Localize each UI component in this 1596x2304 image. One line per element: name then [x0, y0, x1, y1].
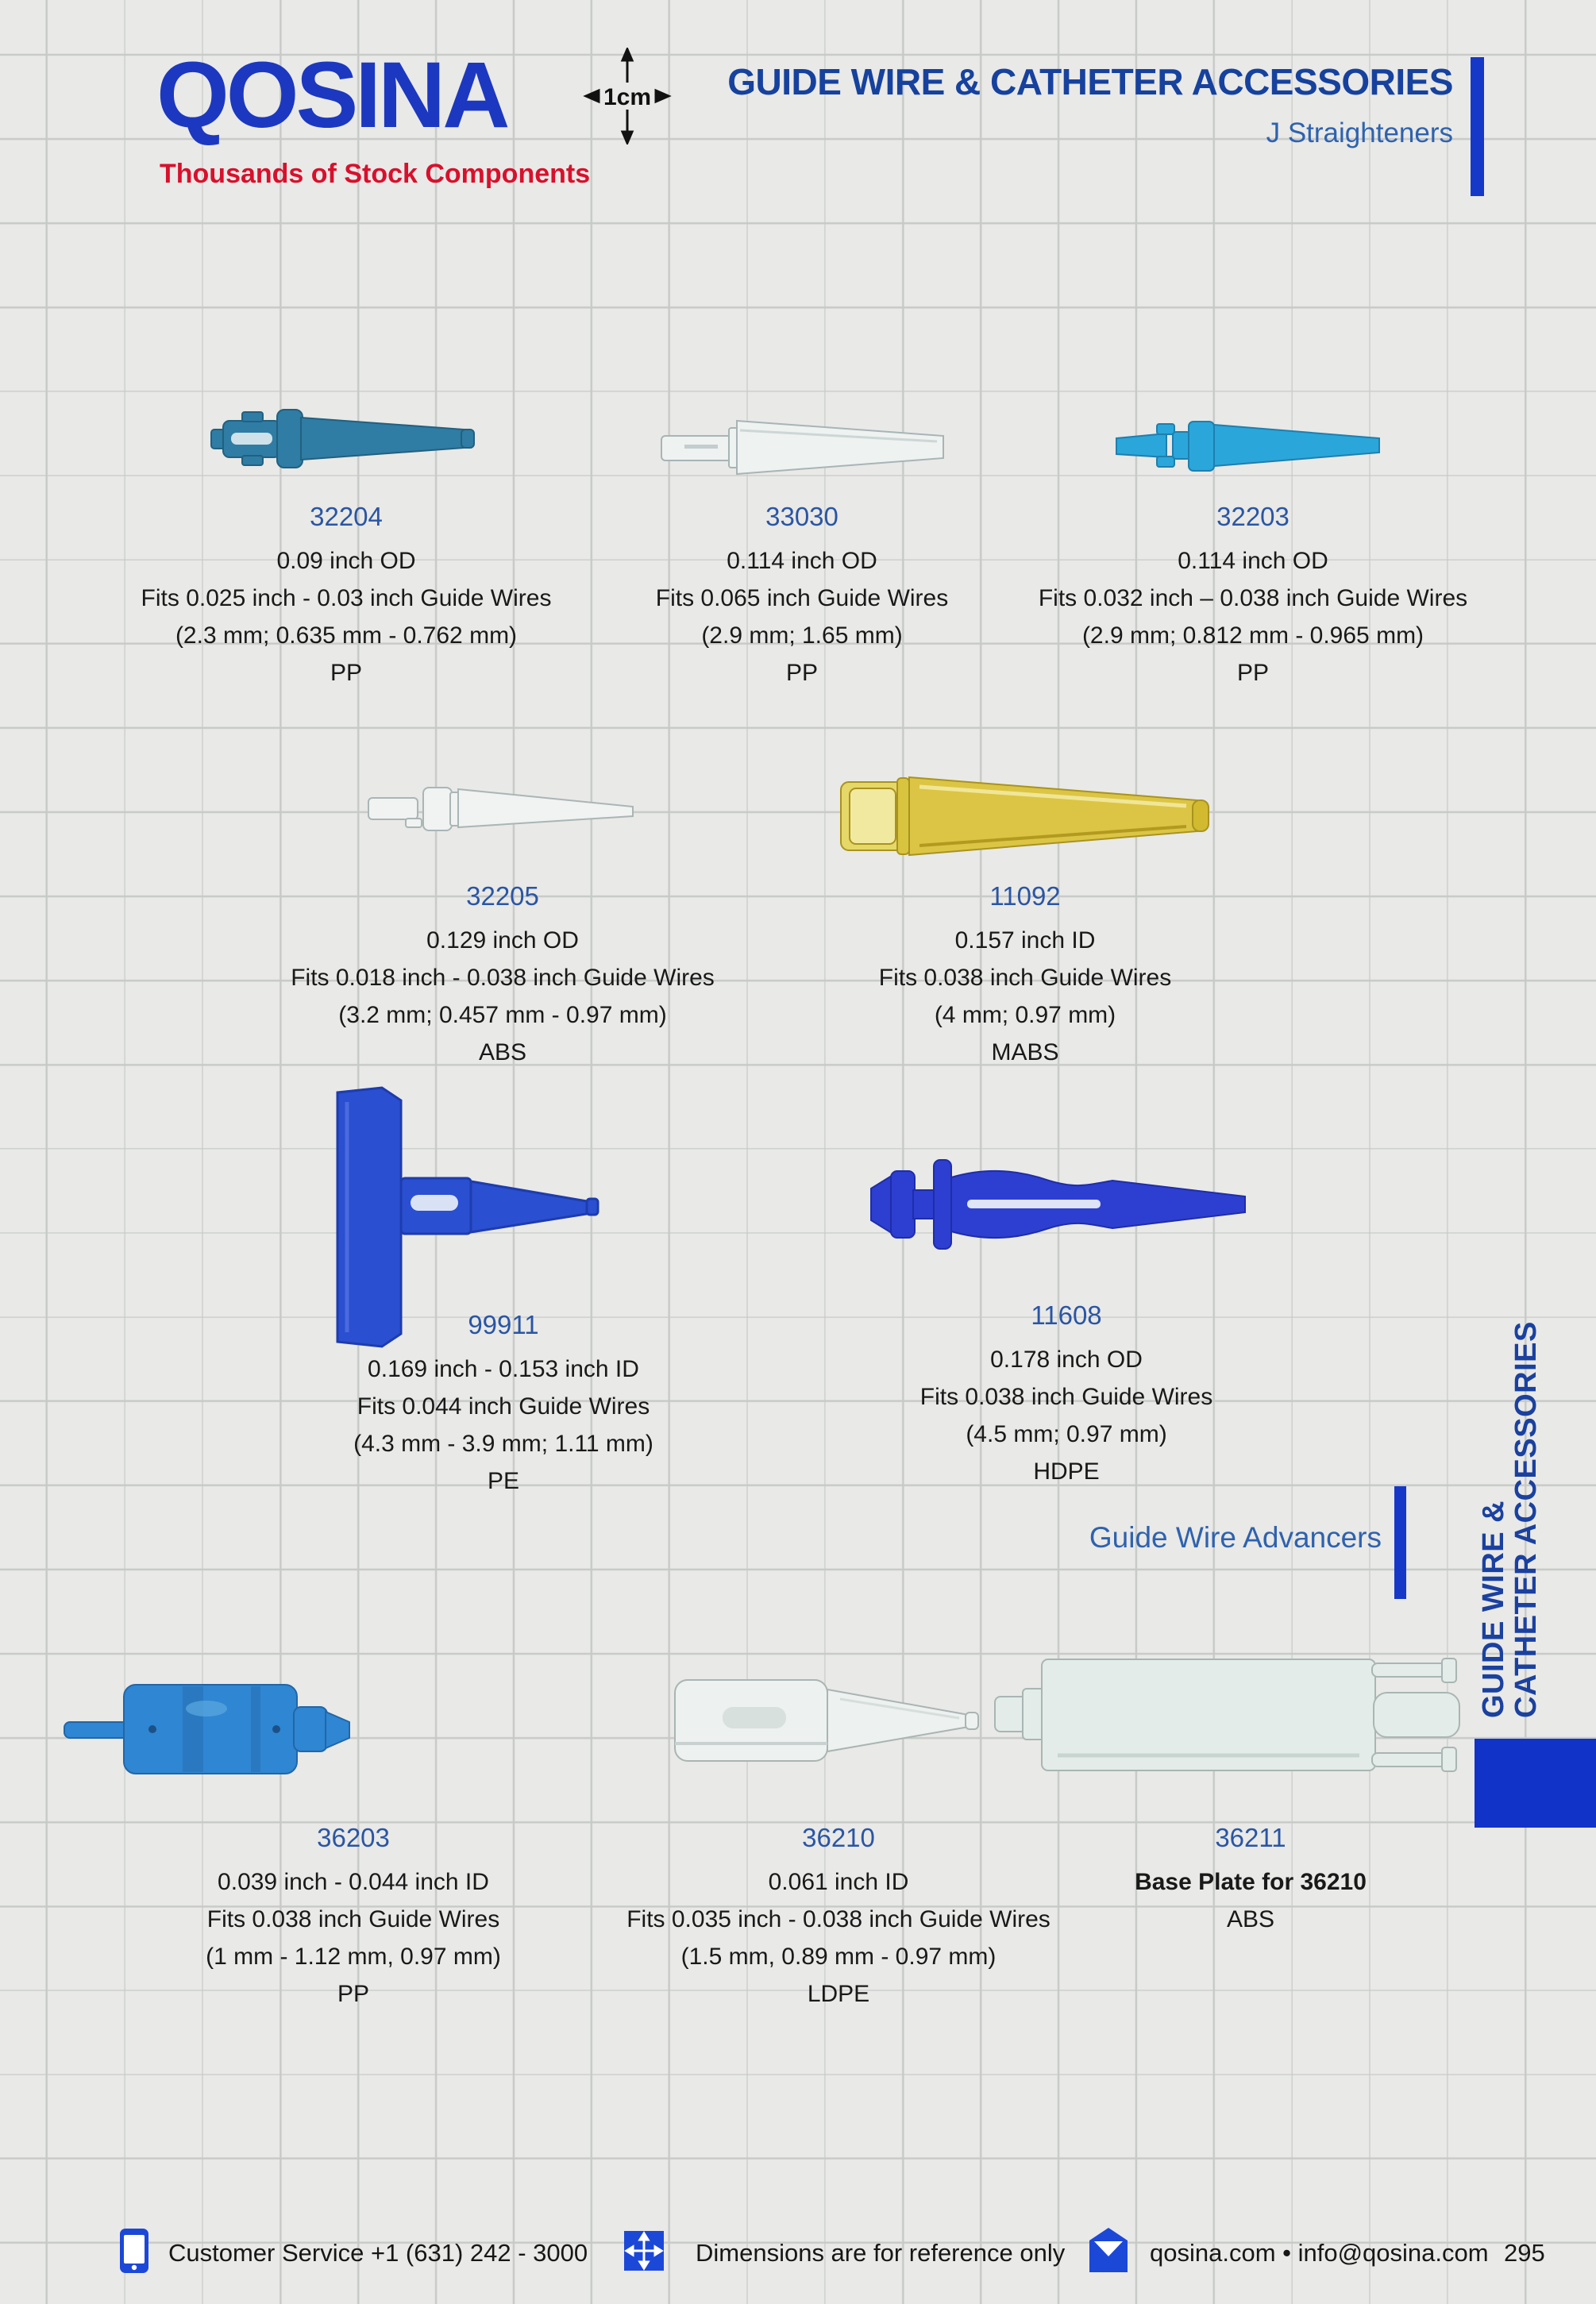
- header-accent-bar: [1471, 57, 1484, 196]
- spec-line: (4.5 mm; 0.97 mm): [966, 1421, 1167, 1447]
- section-title-guide-wire-advancers: Guide Wire Advancers: [1089, 1521, 1382, 1554]
- spec-line: 0.039 inch - 0.044 inch ID: [218, 1869, 489, 1895]
- spec-line: (3.2 mm; 0.457 mm - 0.97 mm): [338, 1002, 667, 1028]
- spec-line: (4 mm; 0.97 mm): [934, 1002, 1116, 1028]
- part-number: 36210: [802, 1823, 875, 1852]
- dimensions-note-text: Dimensions are for reference only: [696, 2239, 1066, 2267]
- spec-line: (2.3 mm; 0.635 mm - 0.762 mm): [175, 622, 518, 649]
- product-card-32203: 32203 0.114 inch OD Fits 0.032 inch – 0.…: [975, 502, 1531, 692]
- material-line: PP: [330, 660, 363, 686]
- spec-line: Fits 0.038 inch Guide Wires: [919, 1384, 1213, 1410]
- product-image-32204: [210, 409, 475, 468]
- spec-line: Fits 0.032 inch – 0.038 inch Guide Wires: [1038, 585, 1468, 611]
- spec-line: Fits 0.044 inch Guide Wires: [357, 1393, 650, 1420]
- product-card-32205: 32205 0.129 inch OD Fits 0.018 inch - 0.…: [225, 881, 781, 1071]
- logo-tagline: Thousands of Stock Components: [160, 159, 591, 189]
- spec-line: (4.3 mm - 3.9 mm; 1.11 mm): [353, 1431, 653, 1457]
- dimensions-icon: [624, 2231, 664, 2271]
- spec-line: 0.114 inch OD: [727, 548, 877, 574]
- page-subtitle: J Straighteners: [1266, 118, 1453, 148]
- spec-line: 0.169 inch - 0.153 inch ID: [368, 1356, 639, 1382]
- product-card-36210: 36210 0.061 inch ID Fits 0.035 inch - 0.…: [561, 1823, 1116, 2013]
- product-card-11608: 11608 0.178 inch OD Fits 0.038 inch Guid…: [788, 1300, 1344, 1490]
- sidebar-line-1: GUIDE WIRE &: [1477, 1500, 1510, 1718]
- spec-line: (2.9 mm; 1.65 mm): [701, 622, 903, 649]
- product-card-36211: 36211 Base Plate for 36210 ABS: [973, 1823, 1529, 1938]
- material-line: ABS: [478, 1039, 527, 1065]
- product-image-36203: [64, 1684, 350, 1774]
- spec-line: Fits 0.025 inch - 0.03 inch Guide Wires: [141, 585, 552, 611]
- product-image-99911: [336, 1086, 599, 1348]
- section-accent-bar: [1394, 1486, 1406, 1599]
- spec-line: 0.178 inch OD: [990, 1347, 1143, 1373]
- product-card-33030: 33030 0.114 inch OD Fits 0.065 inch Guid…: [524, 502, 1080, 692]
- spec-line: Fits 0.035 inch - 0.038 inch Guide Wires: [626, 1906, 1051, 1932]
- spec-line: 0.061 inch ID: [768, 1869, 909, 1895]
- spec-line: 0.157 inch ID: [954, 927, 1096, 954]
- spec-line: (2.9 mm; 0.812 mm - 0.965 mm): [1081, 622, 1424, 649]
- part-number: 36211: [1215, 1823, 1286, 1852]
- sidebar-section-tab: [1475, 1739, 1596, 1828]
- material-line: PP: [337, 1981, 370, 2007]
- product-image-11092: [840, 776, 1209, 857]
- material-line: ABS: [1226, 1906, 1275, 1932]
- part-number: 11092: [989, 881, 1061, 911]
- product-card-36203: 36203 0.039 inch - 0.044 inch ID Fits 0.…: [75, 1823, 631, 2013]
- product-card-99911: 99911 0.169 inch - 0.153 inch ID Fits 0.…: [226, 1310, 781, 1500]
- part-number: 32203: [1216, 502, 1290, 531]
- material-line: HDPE: [1033, 1458, 1100, 1485]
- spec-line: (1 mm - 1.12 mm, 0.97 mm): [206, 1944, 501, 1970]
- material-line: LDPE: [807, 1981, 870, 2007]
- part-number: 99911: [468, 1310, 539, 1339]
- product-image-11608: [870, 1159, 1246, 1250]
- spec-line: Fits 0.038 inch Guide Wires: [878, 965, 1172, 991]
- spec-line: Fits 0.018 inch - 0.038 inch Guide Wires: [291, 965, 715, 991]
- part-number: 33030: [765, 502, 838, 531]
- product-card-32204: 32204 0.09 inch OD Fits 0.025 inch - 0.0…: [68, 502, 624, 692]
- customer-service-text: Customer Service +1 (631) 242 - 3000: [168, 2239, 588, 2267]
- sidebar-vertical-title: GUIDE WIRE & CATHETER ACCESSORIES: [1477, 1321, 1543, 1718]
- spec-line: 0.09 inch OD: [276, 548, 416, 574]
- qosina-logo: QOSINA: [156, 43, 510, 148]
- spec-line: 0.129 inch OD: [426, 927, 579, 954]
- phone-icon: [120, 2229, 148, 2273]
- part-number: 11608: [1031, 1300, 1102, 1330]
- spec-line: 0.114 inch OD: [1178, 548, 1328, 574]
- spec-line: Base Plate for 36210: [1135, 1869, 1367, 1895]
- material-line: PP: [785, 660, 819, 686]
- product-image-32203: [1116, 421, 1380, 472]
- spec-line: Fits 0.065 inch Guide Wires: [655, 585, 949, 611]
- part-number: 36203: [317, 1823, 390, 1852]
- product-image-32205: [368, 787, 634, 831]
- product-image-36211: [994, 1658, 1460, 1772]
- spec-line: Fits 0.038 inch Guide Wires: [206, 1906, 500, 1932]
- material-line: MABS: [991, 1039, 1059, 1065]
- part-number: 32205: [466, 881, 539, 911]
- page-title: GUIDE WIRE & CATHETER ACCESSORIES: [727, 61, 1453, 102]
- spec-line: (1.5 mm, 0.89 mm - 0.97 mm): [680, 1944, 997, 1970]
- contact-text: qosina.com • info@qosina.com: [1150, 2239, 1489, 2267]
- mail-icon: [1089, 2228, 1128, 2272]
- material-line: PE: [487, 1468, 520, 1494]
- material-line: PP: [1236, 660, 1270, 686]
- product-card-11092: 11092 0.157 inch ID Fits 0.038 inch Guid…: [747, 881, 1303, 1071]
- part-number: 32204: [310, 502, 383, 531]
- product-image-33030: [661, 419, 944, 476]
- product-image-36210: [674, 1679, 979, 1762]
- scale-label: 1cm: [603, 84, 651, 110]
- sidebar-line-2: CATHETER ACCESSORIES: [1509, 1321, 1543, 1718]
- page-number: 295: [1504, 2239, 1545, 2267]
- scale-1cm-icon: 1cm: [583, 48, 672, 144]
